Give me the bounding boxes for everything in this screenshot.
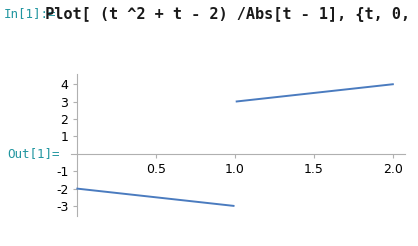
Text: Out[1]=: Out[1]= [8, 147, 60, 160]
Text: Plot[ (t ^2 + t - 2) /Abs[t - 1], {t, 0, 2}]: Plot[ (t ^2 + t - 2) /Abs[t - 1], {t, 0,… [36, 7, 418, 22]
Text: In[1]:=: In[1]:= [4, 7, 57, 20]
